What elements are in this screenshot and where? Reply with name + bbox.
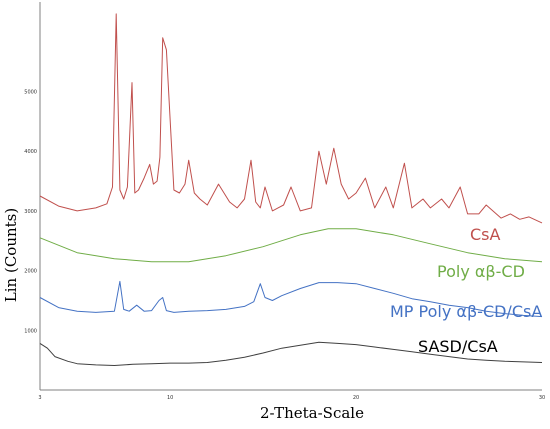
x-tick-label: 3 [38,395,41,401]
series-line-csa [39,13,543,224]
x-axis-title: 2-Theta-Scale [260,404,364,422]
y-tick-label: 2000 [24,269,37,275]
series-line-mp [39,280,543,318]
series-label-mp: MP Poly αβ-CD/CsA [390,302,542,321]
series-label-sasd: SASD/CsA [418,337,498,356]
x-tick-label: 20 [353,395,359,401]
series-line-sasd [39,341,543,366]
y-tick-label: 3000 [24,209,37,215]
series-label-csa: CsA [470,225,501,244]
y-tick-label: 4000 [24,149,37,155]
series-label-poly: Poly αβ-CD [437,262,525,281]
series-group [39,13,543,366]
y-tick-label: 1000 [24,328,37,334]
y-tick-group: 1000 2000 3000 4000 5000 [24,90,37,335]
series-line-poly [39,228,543,263]
y-axis-title: Lin (Counts) [2,208,20,302]
x-tick-group: 3 10 20 30 [38,395,545,401]
x-tick-label: 10 [167,395,173,401]
x-tick-label: 30 [539,395,545,401]
y-tick-label: 5000 [24,90,37,96]
